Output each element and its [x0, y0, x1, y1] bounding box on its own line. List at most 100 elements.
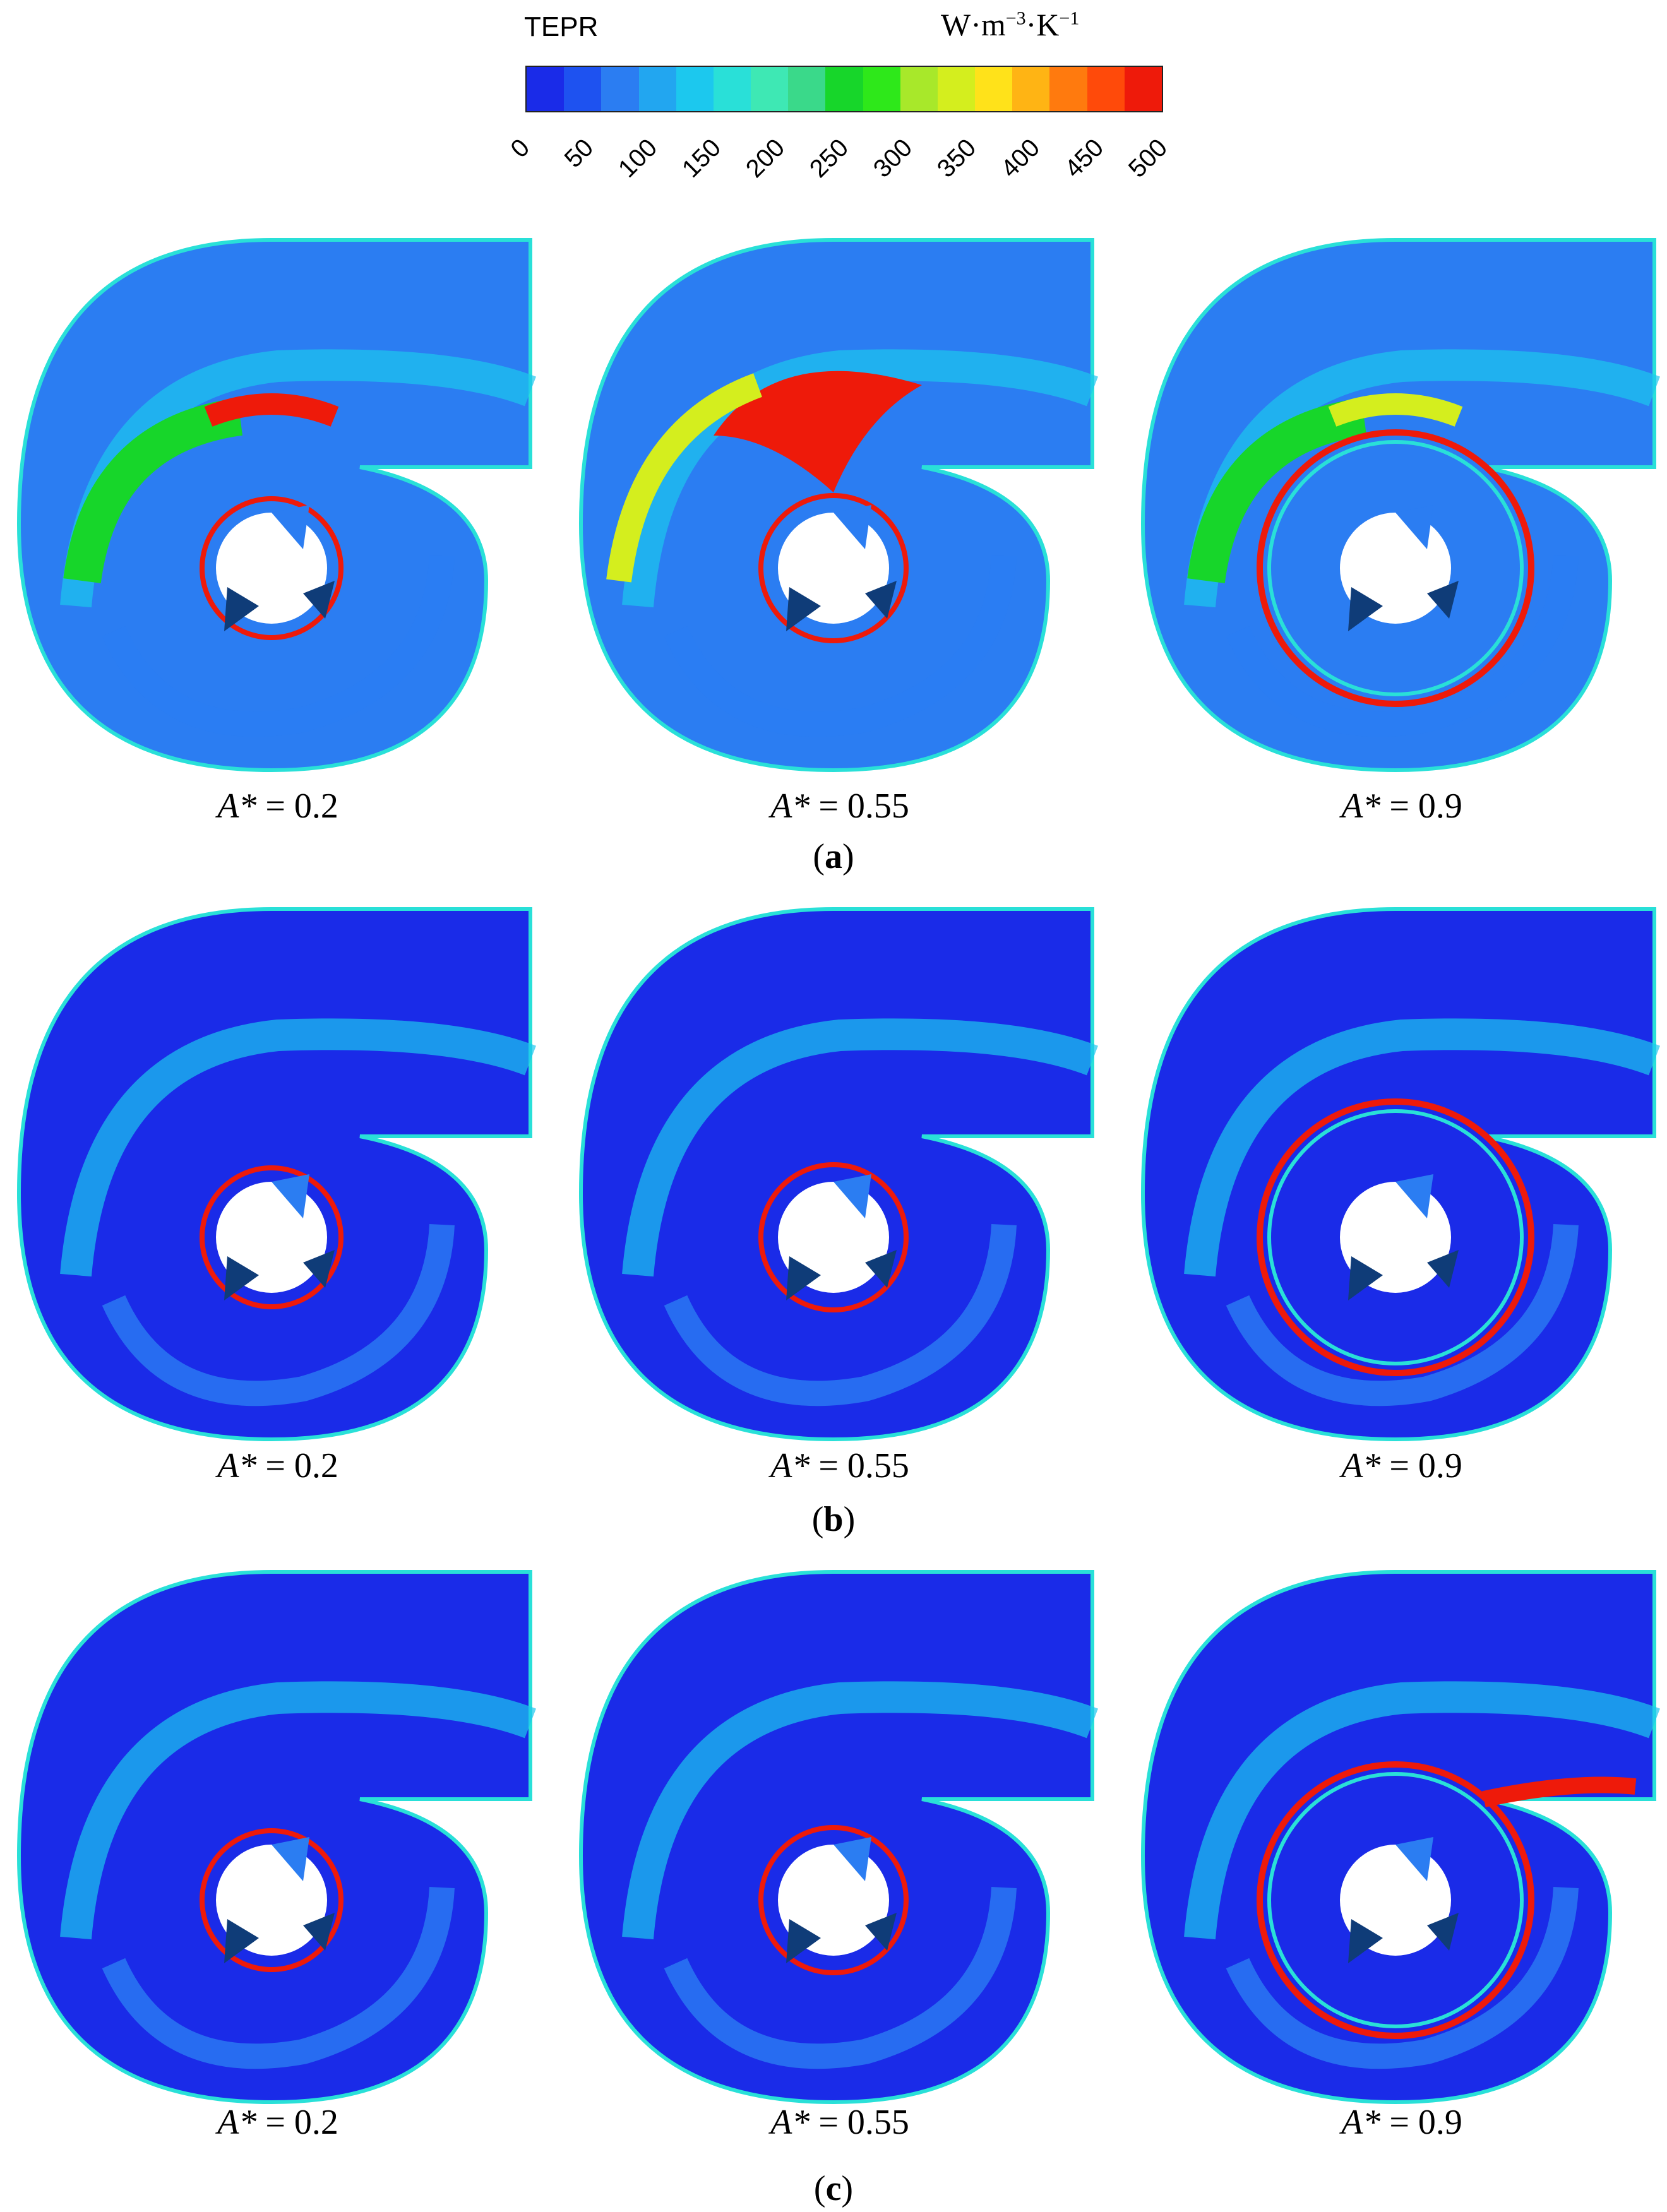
color-bar-tick-label: 350 [931, 133, 982, 183]
impeller-ring [200, 1828, 344, 1972]
color-bar-swatch [937, 67, 976, 111]
high-tepr-region [204, 393, 339, 427]
high-tepr-band [606, 373, 763, 583]
impeller-blade [224, 1919, 259, 1963]
impeller-blade [834, 1837, 871, 1881]
impeller-blade [224, 1256, 259, 1300]
panel-caption: A* = 0.9 [1341, 1446, 1462, 1485]
impeller-blade [1427, 1250, 1459, 1288]
impeller-ring-inner [1267, 440, 1524, 696]
color-bar-tick-label: 50 [559, 133, 599, 174]
impeller-ring [1257, 1761, 1534, 2039]
color-bar-tick-label: 100 [612, 133, 663, 183]
impeller-blade [865, 1250, 897, 1288]
contour-panel [568, 227, 1111, 783]
flow-band [1226, 1886, 1579, 2069]
impeller-blade [786, 587, 821, 631]
color-bar-swatch [1087, 67, 1125, 111]
contour-panel [568, 896, 1111, 1452]
color-bar-swatch [751, 67, 789, 111]
impeller-ring-inner [1267, 1772, 1524, 2028]
color-bar-swatch [527, 67, 565, 111]
flow-band [622, 1681, 1098, 1940]
panel-caption: A* = 0.9 [1341, 2103, 1462, 2142]
impeller-blade [1348, 1256, 1383, 1300]
impeller-blade [303, 1913, 335, 1951]
color-bar-tick-label: 250 [804, 133, 854, 183]
panel-caption: A* = 0.55 [770, 787, 909, 826]
impeller-blade [834, 505, 871, 549]
panel-caption: A* = 0.55 [770, 2103, 909, 2142]
panel-caption: A* = 0.55 [770, 1446, 909, 1485]
impeller-blade [303, 581, 335, 619]
flow-band [1226, 1223, 1579, 1406]
flow-band [60, 1018, 536, 1277]
color-bar-swatch [564, 67, 602, 111]
impeller-blade [1395, 1174, 1433, 1218]
color-bar-tick-label: 0 [505, 133, 535, 164]
high-tepr-band [1187, 398, 1367, 584]
color-bar-swatch [1049, 67, 1087, 111]
impeller-blade [865, 581, 897, 619]
impeller-blade [272, 1174, 309, 1218]
contour-panel [6, 896, 549, 1452]
color-bar-swatch [601, 67, 639, 111]
color-bar-swatch [1124, 67, 1162, 111]
flow-band [1184, 1018, 1660, 1277]
color-bar-swatch [788, 67, 826, 111]
flow-band [664, 1223, 1017, 1406]
flow-band [664, 1886, 1017, 2069]
contour-panel [1130, 1559, 1667, 2115]
color-bar-swatch [825, 67, 863, 111]
impeller-blade [1395, 505, 1433, 549]
panel-caption: A* = 0.2 [217, 2103, 338, 2142]
high-tepr-region [1482, 1776, 1637, 1807]
panel-caption: A* = 0.2 [217, 1446, 338, 1485]
impeller-blade [834, 1174, 871, 1218]
impeller-ring-inner [1267, 1109, 1524, 1365]
color-bar-tick-label: 400 [995, 133, 1046, 183]
impeller-ring [758, 1162, 909, 1312]
flow-band [102, 1223, 455, 1406]
color-bar-tick-label: 500 [1123, 133, 1173, 183]
flow-band [622, 1018, 1098, 1277]
color-bar-swatch [676, 67, 714, 111]
impeller-blade [272, 505, 309, 549]
color-bar-swatch [638, 67, 676, 111]
contour-panel [568, 1559, 1111, 2115]
color-bar-tick-label: 150 [676, 133, 727, 183]
flow-band [102, 1886, 455, 2069]
contour-panel [6, 227, 549, 783]
color-bar-swatch [863, 67, 900, 111]
impeller-blade [1427, 581, 1459, 619]
impeller-blade [1427, 1913, 1459, 1951]
impeller-ring [200, 1165, 344, 1309]
legend-unit: W·m−3·K−1 [941, 7, 1080, 42]
high-tepr-region [714, 371, 922, 492]
impeller-blade [1348, 1919, 1383, 1963]
impeller-ring [758, 1825, 909, 1975]
impeller-blade [303, 1250, 335, 1288]
impeller-blade [786, 1919, 821, 1963]
color-bar-swatch [1012, 67, 1050, 111]
impeller-blade [224, 587, 259, 631]
flow-band [1226, 554, 1579, 737]
flow-band [664, 554, 1017, 737]
impeller-ring [758, 493, 909, 643]
impeller-blade [1348, 587, 1383, 631]
color-bar [525, 66, 1163, 112]
subfigure-label: (b) [811, 1500, 856, 1539]
flow-band [60, 1681, 536, 1940]
impeller-blade [786, 1256, 821, 1300]
subfigure-label: (a) [813, 837, 854, 876]
color-bar-swatch [900, 67, 938, 111]
flow-band [1184, 1681, 1660, 1940]
impeller-blade [865, 1913, 897, 1951]
contour-panel [6, 1559, 549, 2115]
subfigure-label: (c) [813, 2169, 854, 2208]
color-bar-tick-label: 200 [740, 133, 791, 183]
flow-band [102, 554, 455, 737]
impeller-ring [1257, 1098, 1534, 1376]
impeller-blade [1395, 1837, 1433, 1881]
